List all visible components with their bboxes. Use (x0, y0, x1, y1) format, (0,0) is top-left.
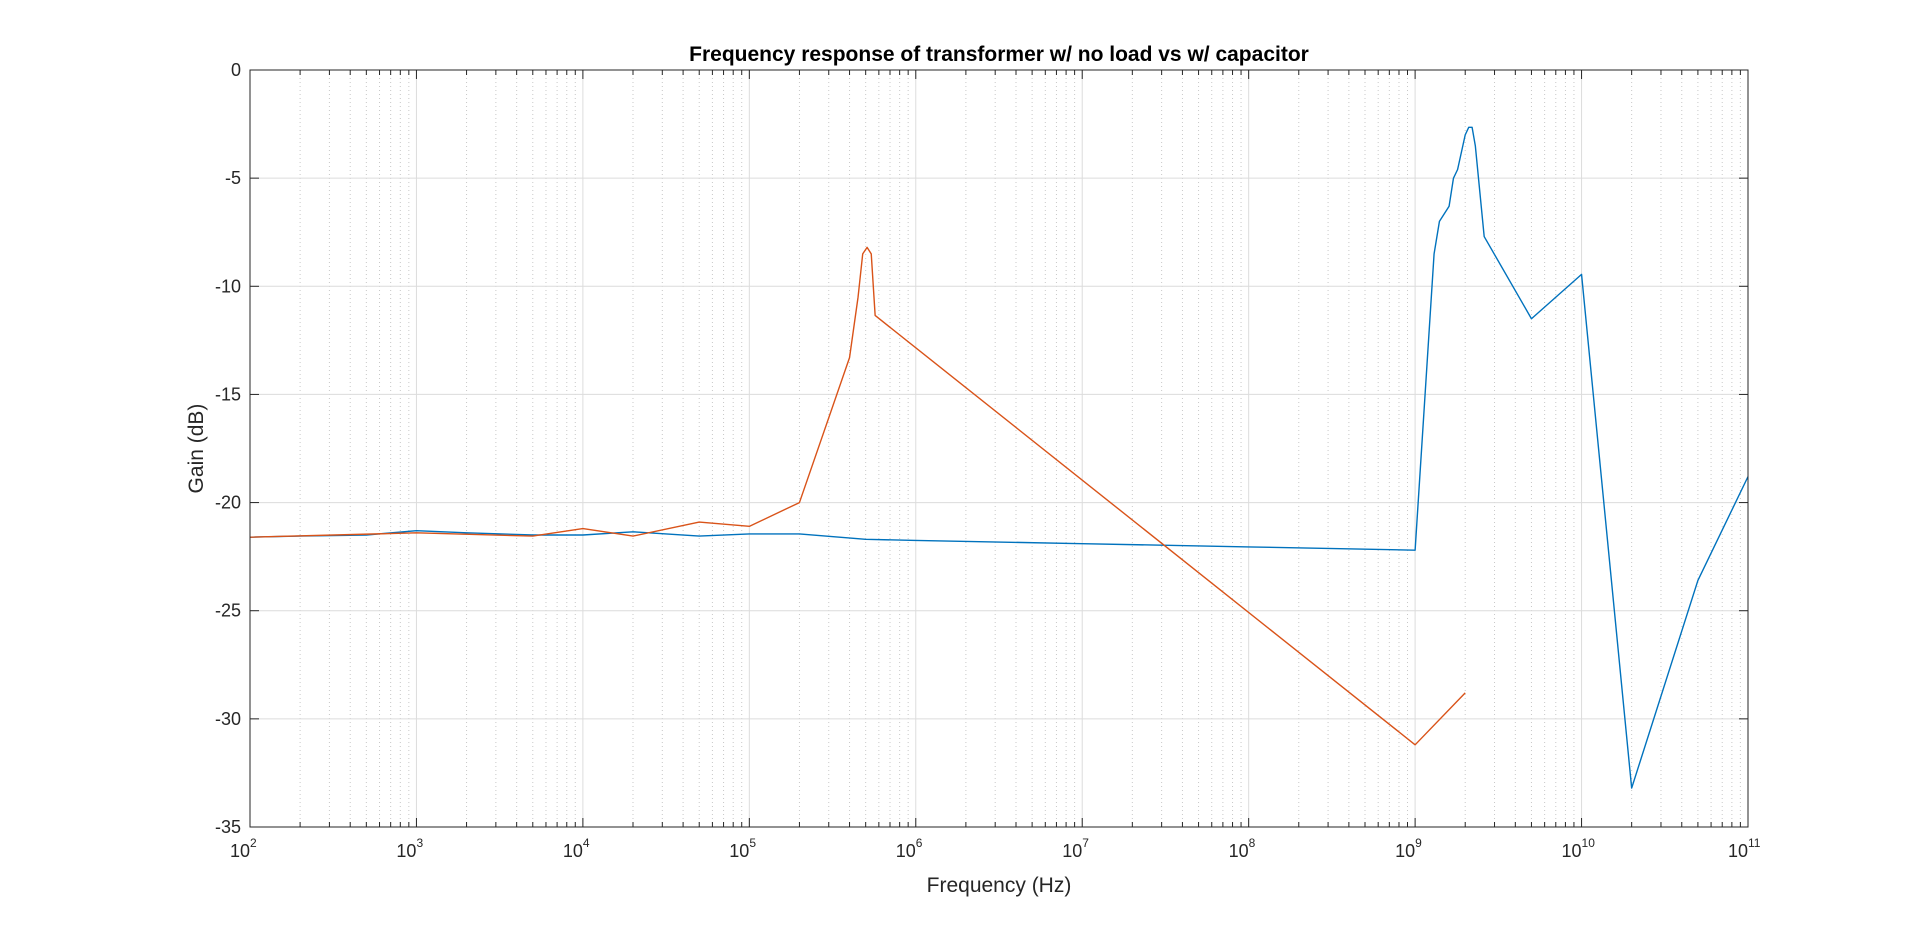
series-layer (249, 126, 1749, 789)
x-tick-labels: 10 2 10 3 10 4 10 5 10 6 10 7 10 8 10 9 10 10 10 11 (230, 836, 1761, 861)
y-tick-label: -20 (215, 493, 241, 513)
x-tick-base: 10 (563, 841, 583, 861)
x-tick-exponent: 11 (1748, 836, 1761, 850)
y-axis-label: Gain (dB) (185, 404, 208, 494)
y-tick-label: -15 (215, 384, 241, 404)
y-tick-label: -25 (215, 601, 241, 621)
x-tick-exponent: 9 (1415, 836, 1422, 850)
x-tick-exponent: 3 (416, 836, 423, 850)
x-tick-exponent: 10 (1582, 836, 1596, 850)
chart-title: Frequency response of transformer w/ no … (689, 43, 1309, 66)
x-tick-exponent: 8 (1249, 836, 1256, 850)
x-tick-label: 10 4 (563, 836, 590, 861)
y-tick-label: -5 (225, 168, 241, 188)
axis-ticks (249, 69, 1749, 828)
y-tick-label: -30 (215, 709, 241, 729)
x-tick-label: 10 9 (1395, 836, 1422, 861)
x-tick-base: 10 (1728, 841, 1748, 861)
plot-frame (249, 69, 1749, 828)
x-tick-label: 10 8 (1229, 836, 1256, 861)
x-tick-base: 10 (1395, 841, 1415, 861)
x-tick-label: 10 5 (729, 836, 756, 861)
x-tick-label: 10 11 (1728, 836, 1761, 861)
y-tick-label: -10 (215, 276, 241, 296)
x-tick-base: 10 (1229, 841, 1249, 861)
x-tick-base: 10 (729, 841, 749, 861)
plot-background (250, 70, 1748, 827)
x-tick-base: 10 (396, 841, 416, 861)
x-tick-exponent: 7 (1082, 836, 1089, 850)
x-tick-label: 10 7 (1062, 836, 1089, 861)
x-tick-exponent: 4 (583, 836, 590, 850)
x-tick-base: 10 (1562, 841, 1582, 861)
x-tick-base: 10 (1062, 841, 1082, 861)
x-tick-label: 10 10 (1562, 836, 1596, 861)
x-tick-label: 10 6 (896, 836, 923, 861)
x-tick-label: 10 2 (230, 836, 257, 861)
x-tick-exponent: 6 (916, 836, 923, 850)
x-tick-base: 10 (230, 841, 250, 861)
y-tick-label: 0 (231, 60, 241, 80)
series-line-1 (249, 126, 1749, 789)
y-tick-label: -35 (215, 817, 241, 837)
x-tick-base: 10 (896, 841, 916, 861)
series-line-2 (249, 246, 1466, 746)
y-tick-labels: 0 -5 -10 -15 -20 -25 -30 -35 (215, 60, 241, 837)
x-tick-exponent: 2 (250, 836, 257, 850)
x-axis-label: Frequency (Hz) (927, 874, 1072, 897)
x-tick-exponent: 5 (749, 836, 756, 850)
x-tick-label: 10 3 (396, 836, 423, 861)
